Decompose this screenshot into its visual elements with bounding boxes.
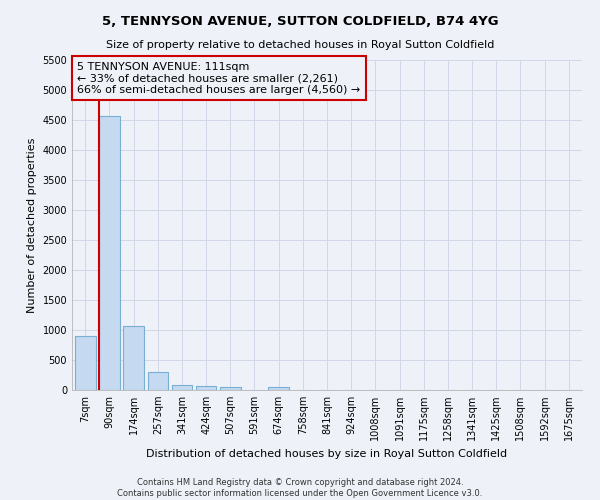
Y-axis label: Number of detached properties: Number of detached properties <box>27 138 37 312</box>
Bar <box>75 336 95 390</box>
Bar <box>148 372 168 390</box>
Text: 5, TENNYSON AVENUE, SUTTON COLDFIELD, B74 4YG: 5, TENNYSON AVENUE, SUTTON COLDFIELD, B7… <box>101 15 499 28</box>
Text: Size of property relative to detached houses in Royal Sutton Coldfield: Size of property relative to detached ho… <box>106 40 494 50</box>
Bar <box>172 385 192 390</box>
Bar <box>220 387 241 390</box>
Text: Contains HM Land Registry data © Crown copyright and database right 2024.
Contai: Contains HM Land Registry data © Crown c… <box>118 478 482 498</box>
Bar <box>268 387 289 390</box>
Bar <box>99 116 120 390</box>
Text: 5 TENNYSON AVENUE: 111sqm
← 33% of detached houses are smaller (2,261)
66% of se: 5 TENNYSON AVENUE: 111sqm ← 33% of detac… <box>77 62 361 95</box>
Bar <box>196 386 217 390</box>
Bar <box>124 326 144 390</box>
X-axis label: Distribution of detached houses by size in Royal Sutton Coldfield: Distribution of detached houses by size … <box>146 448 508 458</box>
